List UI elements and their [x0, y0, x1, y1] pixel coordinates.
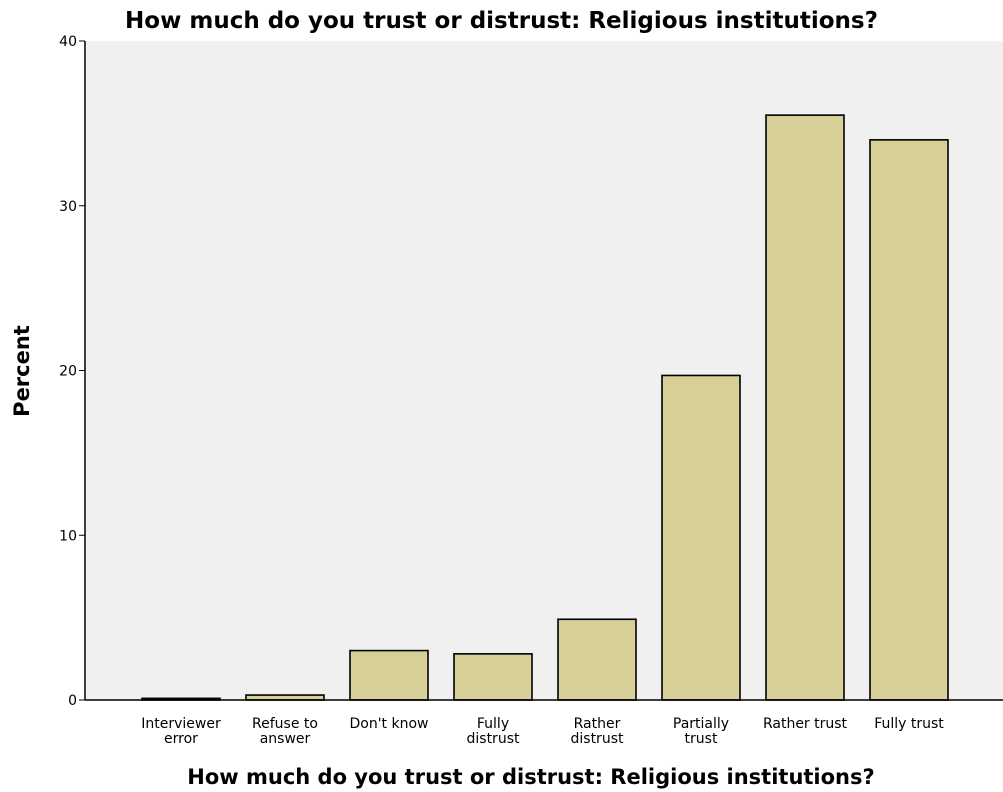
chart-title: How much do you trust or distrust: Relig…	[125, 8, 878, 34]
bar	[869, 139, 949, 701]
x-tick-label: Fully distrust	[467, 716, 520, 747]
y-tick-label: 10	[59, 528, 77, 544]
bars	[141, 114, 949, 701]
x-tick-label: Don't know	[349, 716, 428, 732]
y-tick-label: 40	[59, 34, 77, 50]
y-axis-title: Percent	[10, 325, 34, 417]
x-tick-label: Interviewer error	[141, 716, 221, 747]
x-axis-tick-labels: Interviewer error Refuse to answer Don't kno…	[141, 716, 944, 747]
x-tick-label: Partially trust	[673, 716, 729, 747]
x-tick-label: Fully trust	[874, 716, 944, 732]
y-tick-label: 30	[59, 199, 77, 215]
bar	[349, 649, 429, 701]
x-tick-label: Refuse to answer	[252, 716, 318, 747]
bar	[661, 374, 741, 701]
bar	[453, 653, 533, 701]
y-tick-label: 20	[59, 364, 77, 380]
y-axis-ticks: 0 10 20 30 40	[59, 34, 85, 709]
bar	[765, 114, 845, 701]
x-tick-label: Rather distrust	[571, 716, 624, 747]
x-tick-label: Rather trust	[763, 716, 848, 732]
x-axis-title: How much do you trust or distrust: Relig…	[187, 765, 874, 789]
bar	[557, 618, 637, 701]
plot-area	[85, 41, 1003, 700]
y-tick-label: 0	[68, 693, 77, 709]
